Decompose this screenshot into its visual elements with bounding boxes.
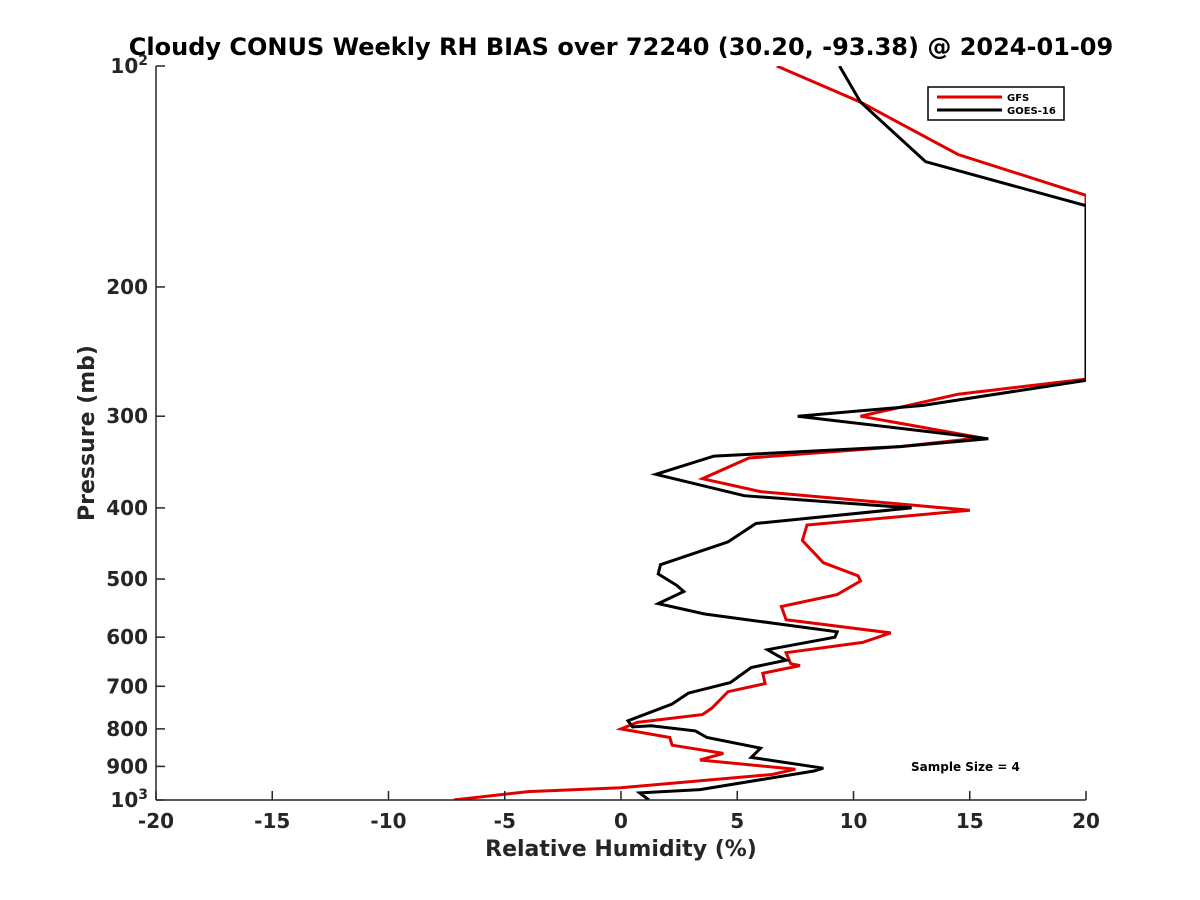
y-tick-label: 400 [106,496,148,520]
x-tick-label: -5 [494,809,516,833]
y-tick-label: 500 [106,567,148,591]
x-tick-label: 5 [730,809,744,833]
x-tick-label: -20 [138,809,174,833]
chart-title: Cloudy CONUS Weekly RH BIAS over 72240 (… [129,33,1113,61]
legend-box [927,86,1065,121]
x-axis-ticks: -20 -15 -10 -5 0 5 10 15 20 [138,791,1100,833]
x-tick-label: 15 [956,809,984,833]
series-lines [453,66,1086,800]
y-tick-label: 900 [106,754,148,778]
y-axis-label: Pressure (mb) [75,345,100,521]
x-tick-label: 0 [614,809,628,833]
x-axis-label: Relative Humidity (%) [485,837,757,862]
x-tick-label: -15 [254,809,290,833]
x-tick-label: -10 [370,809,406,833]
legend: GFS GOES-16 [927,86,1065,121]
y-tick-label: 103 [110,787,148,812]
legend-label-goes16: GOES-16 [1007,106,1056,117]
y-tick-label: 102 [110,53,148,78]
y-axis-ticks: 102 200 300 400 500 600 700 800 900 103 [106,53,165,812]
y-tick-label: 200 [106,275,148,299]
y-tick-label: 700 [106,674,148,698]
x-tick-label: 10 [840,809,868,833]
y-tick-label: 300 [106,404,148,428]
x-tick-label: 20 [1072,809,1100,833]
sample-size-annotation: Sample Size = 4 [911,760,1020,774]
legend-label-gfs: GFS [1007,93,1029,104]
y-tick-label: 800 [106,717,148,741]
series-line-goes16 [625,66,1086,800]
y-tick-label: 600 [106,625,148,649]
